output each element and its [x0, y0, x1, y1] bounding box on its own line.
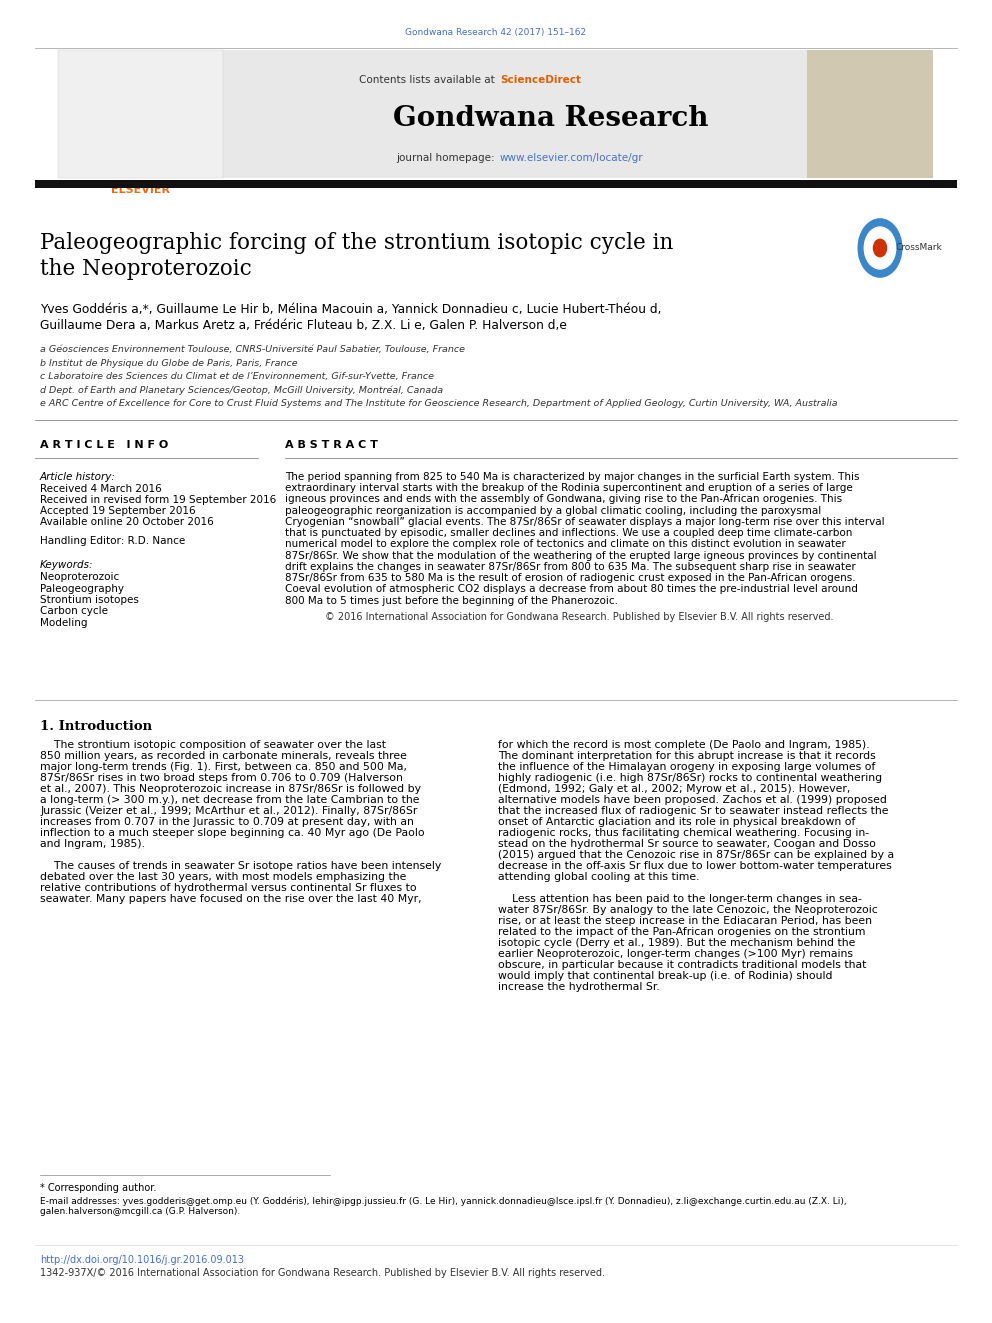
Text: Handling Editor: R.D. Nance: Handling Editor: R.D. Nance	[40, 536, 186, 546]
Text: Yves Goddéris a,*, Guillaume Le Hir b, Mélina Macouin a, Yannick Donnadieu c, : Yves Goddéris a,*, Guillaume Le Hir b, …	[40, 303, 662, 316]
Bar	[807, 50, 933, 179]
Text: c Laboratoire des Sciences du Climat et de l’Environnement, Gif-sur-Yvette, Fran: c Laboratoire des Sciences du Climat et …	[40, 372, 434, 381]
Text: extraordinary interval starts with the breakup of the Rodinia supercontinent and: extraordinary interval starts with the b…	[285, 483, 853, 493]
Text: for which the record is most complete (De Paolo and Ingram, 1985).: for which the record is most complete (D…	[498, 740, 870, 750]
Text: http://dx.doi.org/10.1016/j.gr.2016.09.013: http://dx.doi.org/10.1016/j.gr.2016.09.0…	[40, 1256, 244, 1265]
Text: Coeval evolution of atmospheric CO2 displays a decrease from about 80 times the : Coeval evolution of atmospheric CO2 disp…	[285, 585, 858, 594]
Text: that is punctuated by episodic, smaller declines and inflections. We use a coupl: that is punctuated by episodic, smaller …	[285, 528, 852, 538]
Text: The causes of trends in seawater Sr isotope ratios have been intensely: The causes of trends in seawater Sr isot…	[40, 861, 441, 871]
Text: stead on the hydrothermal Sr source to seawater, Coogan and Dosso: stead on the hydrothermal Sr source to s…	[498, 839, 876, 849]
Text: d Dept. of Earth and Planetary Sciences/Geotop, McGill University, Montréal, Ca: d Dept. of Earth and Planetary Sciences/…	[40, 385, 443, 396]
Text: a long-term (> 300 m.y.), net decrease from the late Cambrian to the: a long-term (> 300 m.y.), net decrease f…	[40, 795, 420, 804]
Circle shape	[873, 239, 887, 257]
Text: rise, or at least the steep increase in the Ediacaran Period, has been: rise, or at least the steep increase in …	[498, 916, 872, 926]
Text: Contents lists available at: Contents lists available at	[359, 75, 498, 85]
Text: The strontium isotopic composition of seawater over the last: The strontium isotopic composition of se…	[40, 740, 386, 750]
Text: 87Sr/86Sr rises in two broad steps from 0.706 to 0.709 (Halverson: 87Sr/86Sr rises in two broad steps from …	[40, 773, 403, 783]
Text: igneous provinces and ends with the assembly of Gondwana, giving rise to the Pan: igneous provinces and ends with the asse…	[285, 495, 842, 504]
Text: The dominant interpretation for this abrupt increase is that it records: The dominant interpretation for this abr…	[498, 751, 876, 761]
Text: www.elsevier.com/locate/gr: www.elsevier.com/locate/gr	[500, 153, 644, 163]
Text: increases from 0.707 in the Jurassic to 0.709 at present day, with an: increases from 0.707 in the Jurassic to …	[40, 816, 414, 827]
Text: et al., 2007). This Neoproterozoic increase in 87Sr/86Sr is followed by: et al., 2007). This Neoproterozoic incre…	[40, 785, 421, 794]
Bar	[35, 180, 957, 188]
Text: that the increased flux of radiogenic Sr to seawater instead reflects the: that the increased flux of radiogenic Sr…	[498, 806, 889, 816]
Text: related to the impact of the Pan-African orogenies on the strontium: related to the impact of the Pan-African…	[498, 926, 865, 937]
Text: 1342-937X/© 2016 International Association for Gondwana Research. Published by E: 1342-937X/© 2016 International Associati…	[40, 1267, 605, 1278]
Text: 87Sr/86Sr. We show that the modulation of the weathering of the erupted large ig: 87Sr/86Sr. We show that the modulation o…	[285, 550, 877, 561]
Text: numerical model to explore the complex role of tectonics and climate on this dis: numerical model to explore the complex r…	[285, 540, 846, 549]
Text: debated over the last 30 years, with most models emphasizing the: debated over the last 30 years, with mos…	[40, 872, 407, 881]
Text: Keywords:: Keywords:	[40, 560, 93, 570]
Text: ScienceDirect: ScienceDirect	[500, 75, 581, 85]
Text: Paleogeography: Paleogeography	[40, 583, 124, 594]
Text: Paleogeographic forcing of the strontium isotopic cycle in: Paleogeographic forcing of the strontium…	[40, 232, 674, 254]
Text: Accepted 19 September 2016: Accepted 19 September 2016	[40, 505, 195, 516]
Text: onset of Antarctic glaciation and its role in physical breakdown of: onset of Antarctic glaciation and its ro…	[498, 816, 855, 827]
Text: 87Sr/86Sr from 635 to 580 Ma is the result of erosion of radiogenic crust expose: 87Sr/86Sr from 635 to 580 Ma is the resu…	[285, 573, 856, 583]
Text: A R T I C L E   I N F O: A R T I C L E I N F O	[40, 441, 169, 450]
Text: radiogenic rocks, thus facilitating chemical weathering. Focusing in-: radiogenic rocks, thus facilitating chem…	[498, 828, 869, 837]
Text: the Neoproterozoic: the Neoproterozoic	[40, 258, 252, 280]
Text: (2015) argued that the Cenozoic rise in 87Sr/86Sr can be explained by a: (2015) argued that the Cenozoic rise in …	[498, 849, 894, 860]
Text: Modeling: Modeling	[40, 618, 87, 628]
Text: Strontium isotopes: Strontium isotopes	[40, 595, 139, 605]
Text: * Corresponding author.: * Corresponding author.	[40, 1183, 157, 1193]
Text: ELSEVIER: ELSEVIER	[110, 185, 170, 194]
Text: Carbon cycle: Carbon cycle	[40, 606, 108, 617]
Text: major long-term trends (Fig. 1). First, between ca. 850 and 500 Ma,: major long-term trends (Fig. 1). First, …	[40, 762, 407, 771]
Text: b Institut de Physique du Globe de Paris, Paris, France: b Institut de Physique du Globe de Paris…	[40, 359, 298, 368]
Text: Less attention has been paid to the longer-term changes in sea-: Less attention has been paid to the long…	[498, 894, 862, 904]
Text: (Edmond, 1992; Galy et al., 2002; Myrow et al., 2015). However,: (Edmond, 1992; Galy et al., 2002; Myrow …	[498, 785, 850, 794]
Text: would imply that continental break-up (i.e. of Rodinia) should: would imply that continental break-up (i…	[498, 971, 832, 980]
Text: Gondwana Research: Gondwana Research	[393, 105, 708, 131]
Text: a Géosciences Environnement Toulouse, CNRS-Université Paul Sabatier, Toulouse,: a Géosciences Environnement Toulouse, C…	[40, 345, 465, 355]
Text: alternative models have been proposed. Zachos et al. (1999) proposed: alternative models have been proposed. Z…	[498, 795, 887, 804]
Text: Available online 20 October 2016: Available online 20 October 2016	[40, 517, 213, 527]
Text: 850 million years, as recorded in carbonate minerals, reveals three: 850 million years, as recorded in carbon…	[40, 751, 407, 761]
Text: inflection to a much steeper slope beginning ca. 40 Myr ago (De Paolo: inflection to a much steeper slope begin…	[40, 828, 425, 837]
Text: e ARC Centre of Excellence for Core to Crust Fluid Systems and The Institute for: e ARC Centre of Excellence for Core to C…	[40, 400, 837, 407]
Text: A B S T R A C T: A B S T R A C T	[285, 441, 378, 450]
Text: 1. Introduction: 1. Introduction	[40, 720, 152, 733]
Circle shape	[864, 228, 896, 269]
Text: The period spanning from 825 to 540 Ma is characterized by major changes in the : The period spanning from 825 to 540 Ma i…	[285, 472, 859, 482]
Text: water 87Sr/86Sr. By analogy to the late Cenozoic, the Neoproterozoic: water 87Sr/86Sr. By analogy to the late …	[498, 905, 878, 914]
Text: E-mail addresses: yves.godderis@get.omp.eu (Y. Goddéris), lehir@ipgp.jussieu.fr: E-mail addresses: yves.godderis@get.omp.…	[40, 1196, 846, 1205]
Text: attending global cooling at this time.: attending global cooling at this time.	[498, 872, 699, 881]
Text: Gondwana Research 42 (2017) 151–162: Gondwana Research 42 (2017) 151–162	[406, 28, 586, 37]
Text: © 2016 International Association for Gondwana Research. Published by Elsevier B.: © 2016 International Association for Gon…	[325, 613, 833, 622]
Text: highly radiogenic (i.e. high 87Sr/86Sr) rocks to continental weathering: highly radiogenic (i.e. high 87Sr/86Sr) …	[498, 773, 882, 783]
Text: and Ingram, 1985).: and Ingram, 1985).	[40, 839, 145, 849]
Text: earlier Neoproterozoic, longer-term changes (>100 Myr) remains: earlier Neoproterozoic, longer-term chan…	[498, 949, 853, 959]
Text: journal homepage:: journal homepage:	[396, 153, 498, 163]
Text: isotopic cycle (Derry et al., 1989). But the mechanism behind the: isotopic cycle (Derry et al., 1989). But…	[498, 938, 855, 947]
Text: CrossMark: CrossMark	[896, 243, 942, 253]
Bar	[58, 50, 223, 179]
Text: Neoproterozoic: Neoproterozoic	[40, 572, 119, 582]
Text: galen.halverson@mcgill.ca (G.P. Halverson).: galen.halverson@mcgill.ca (G.P. Halverso…	[40, 1207, 240, 1216]
Text: paleogeographic reorganization is accompanied by a global climatic cooling, incl: paleogeographic reorganization is accomp…	[285, 505, 821, 516]
Text: Received 4 March 2016: Received 4 March 2016	[40, 484, 162, 493]
Text: increase the hydrothermal Sr.: increase the hydrothermal Sr.	[498, 982, 660, 991]
Bar	[58, 50, 933, 179]
Text: the influence of the Himalayan orogeny in exposing large volumes of: the influence of the Himalayan orogeny i…	[498, 762, 875, 771]
Text: Received in revised form 19 September 2016: Received in revised form 19 September 20…	[40, 495, 276, 505]
Text: decrease in the off-axis Sr flux due to lower bottom-water temperatures: decrease in the off-axis Sr flux due to …	[498, 861, 892, 871]
Text: Cryogenian “snowball” glacial events. The 87Sr/86Sr of seawater displays a major: Cryogenian “snowball” glacial events. Th…	[285, 517, 885, 527]
Text: obscure, in particular because it contradicts traditional models that: obscure, in particular because it contra…	[498, 959, 866, 970]
Text: Jurassic (Veizer et al., 1999; McArthur et al., 2012). Finally, 87Sr/86Sr: Jurassic (Veizer et al., 1999; McArthur …	[40, 806, 418, 816]
Text: Article history:: Article history:	[40, 472, 116, 482]
Text: seawater. Many papers have focused on the rise over the last 40 Myr,: seawater. Many papers have focused on th…	[40, 894, 422, 904]
Text: Guillaume Dera a, Markus Aretz a, Frédéric Fluteau b, Z.X. Li e, Galen P. Halv: Guillaume Dera a, Markus Aretz a, Fréde…	[40, 319, 566, 332]
Text: drift explains the changes in seawater 87Sr/86Sr from 800 to 635 Ma. The subsequ: drift explains the changes in seawater 8…	[285, 562, 856, 572]
Text: 800 Ma to 5 times just before the beginning of the Phanerozoic.: 800 Ma to 5 times just before the beginn…	[285, 595, 618, 606]
Circle shape	[858, 218, 902, 277]
Text: relative contributions of hydrothermal versus continental Sr fluxes to: relative contributions of hydrothermal v…	[40, 882, 417, 893]
